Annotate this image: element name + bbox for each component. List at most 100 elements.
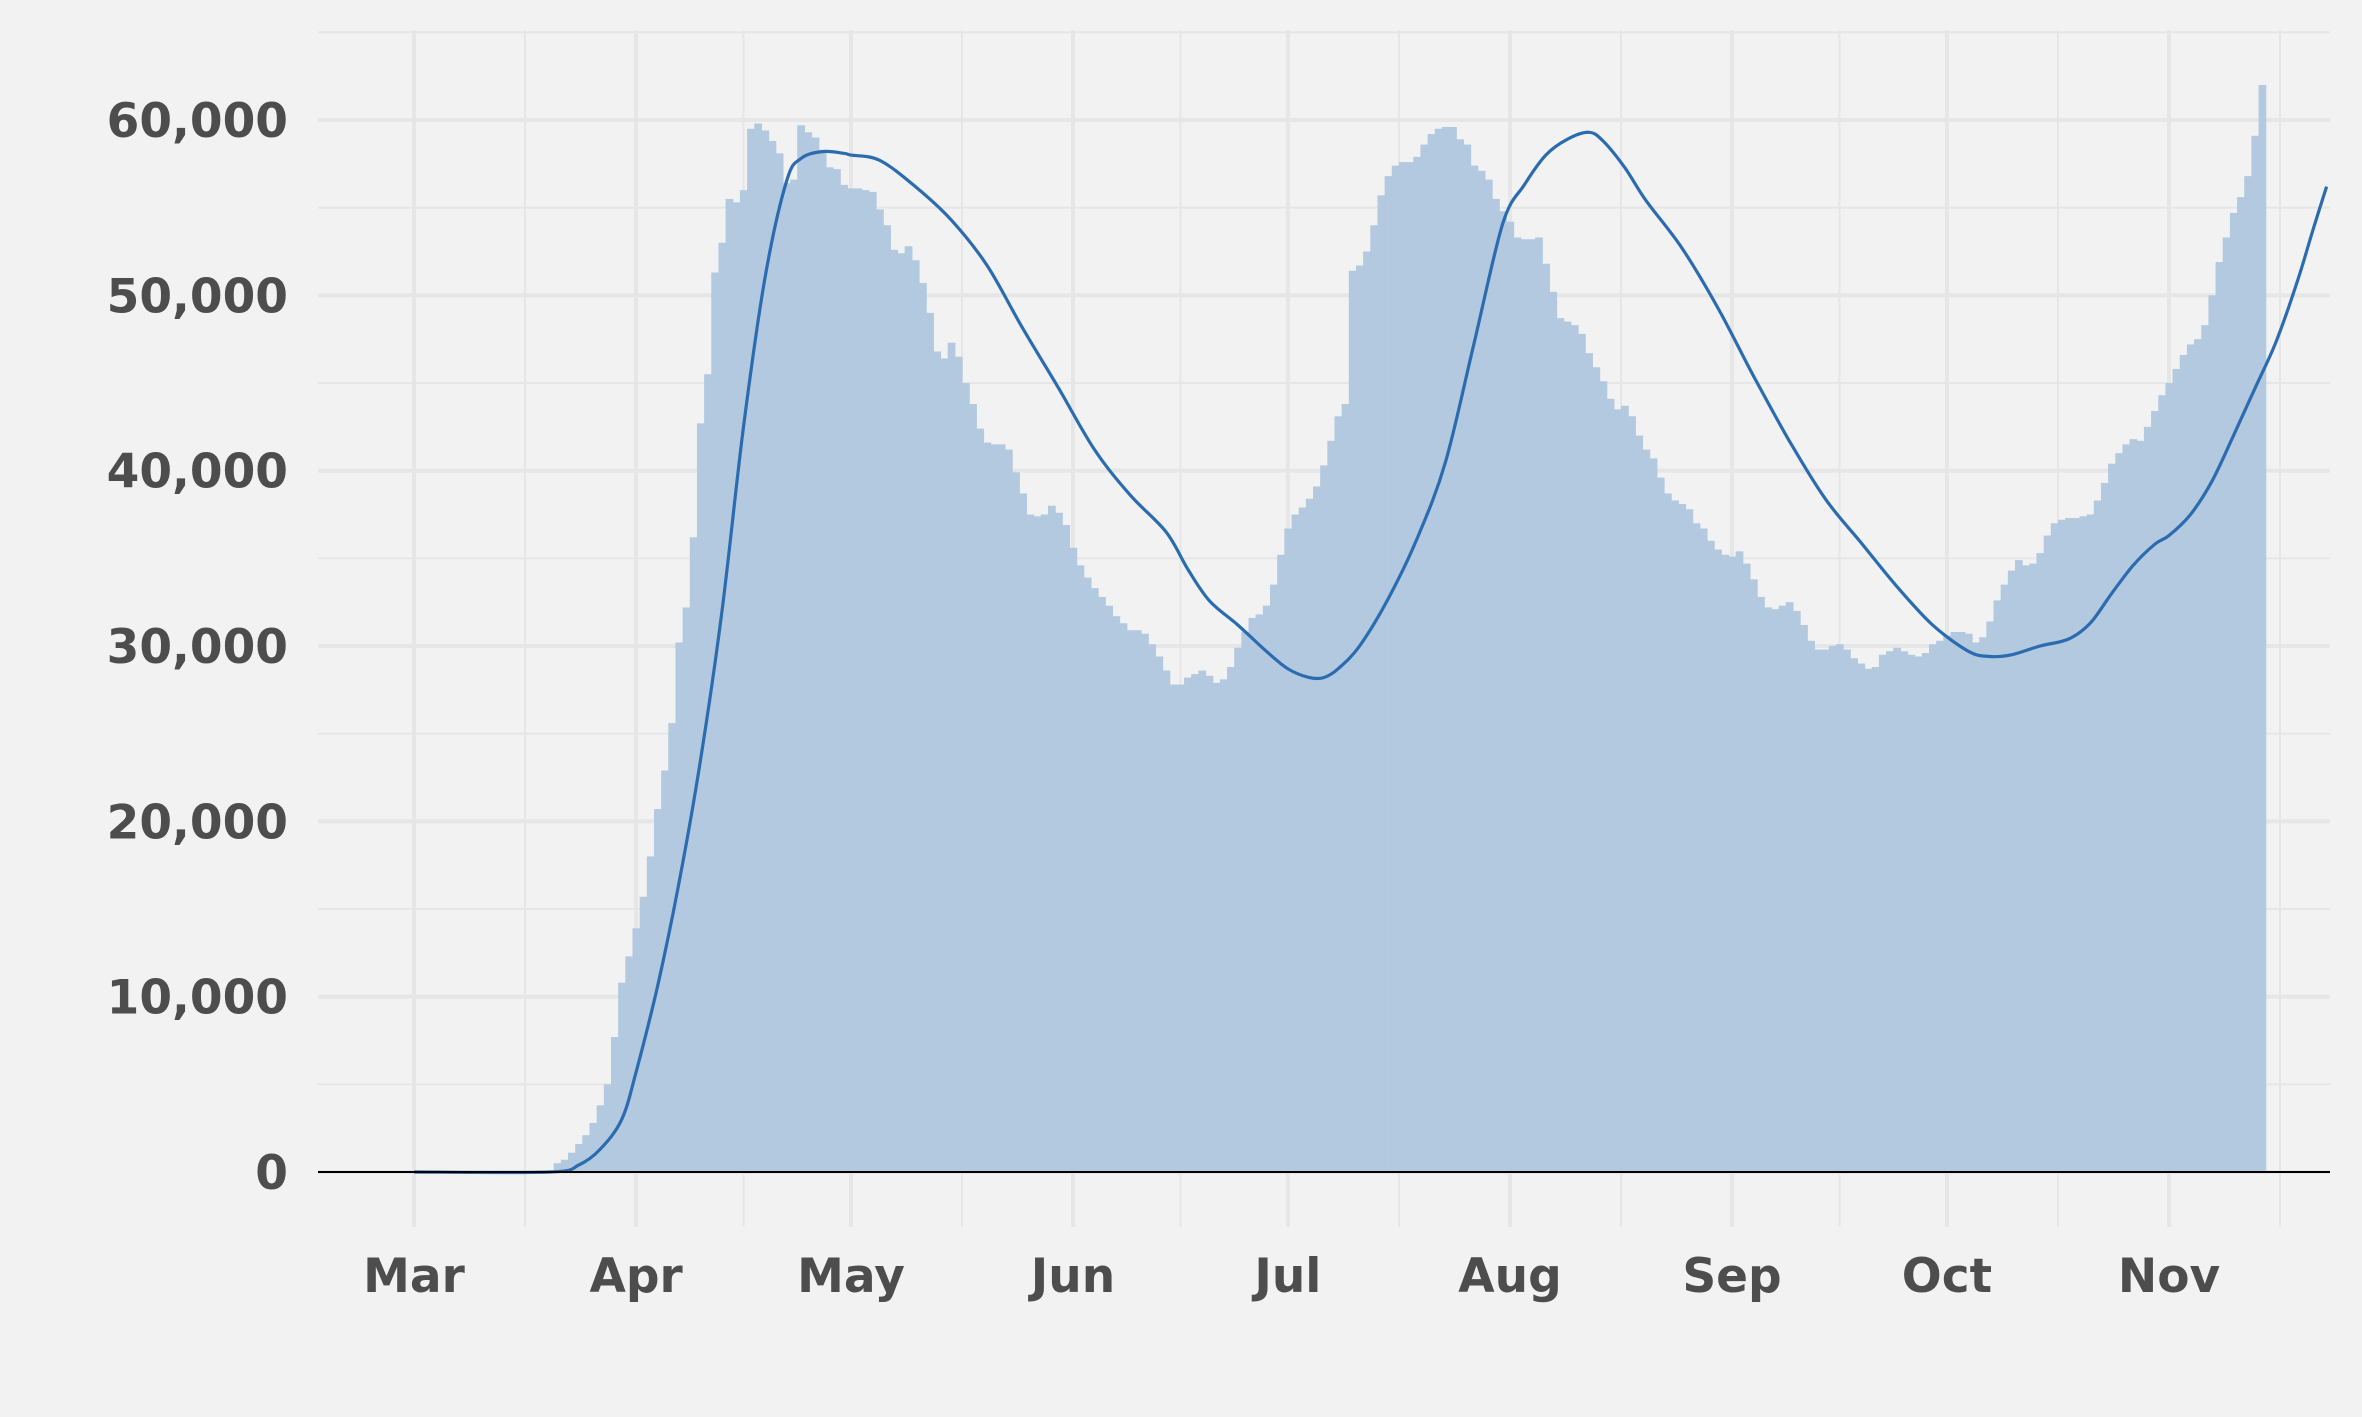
bar xyxy=(833,169,841,1173)
bar xyxy=(1993,600,2002,1172)
bar xyxy=(840,184,848,1172)
bar xyxy=(1964,633,1973,1172)
bar xyxy=(1105,605,1114,1172)
bar xyxy=(1205,675,1214,1172)
bar xyxy=(911,260,920,1172)
bar xyxy=(1979,637,1987,1172)
bar xyxy=(1463,144,1472,1172)
bar xyxy=(704,374,712,1173)
bar xyxy=(1004,449,1013,1172)
bar xyxy=(2100,482,2109,1172)
bar xyxy=(2158,395,2167,1172)
bar xyxy=(2151,411,2159,1172)
bar xyxy=(2229,212,2238,1172)
bar xyxy=(1169,684,1178,1172)
bar xyxy=(1291,514,1300,1172)
bar xyxy=(1198,670,1207,1172)
bar xyxy=(2122,444,2131,1172)
bar xyxy=(553,1163,562,1172)
bar xyxy=(1477,170,1486,1173)
bar xyxy=(2065,518,2073,1172)
bar xyxy=(1119,623,1128,1172)
y-tick-label: 50,000 xyxy=(107,269,288,324)
bar xyxy=(1764,607,1773,1172)
bar xyxy=(1599,381,1608,1172)
bar xyxy=(610,1036,619,1172)
bar xyxy=(997,444,1006,1172)
bar xyxy=(1721,554,1730,1172)
bar xyxy=(568,1152,576,1172)
bar xyxy=(1492,198,1500,1172)
bar xyxy=(768,141,777,1172)
bar xyxy=(1090,588,1099,1172)
bar xyxy=(1427,134,1436,1172)
x-tick-label: Jun xyxy=(1028,1249,1115,1304)
bar xyxy=(1606,398,1615,1172)
y-tick-label: 0 xyxy=(255,1146,288,1201)
x-tick-label: May xyxy=(797,1249,905,1304)
x-axis-ticks: Mar Apr May Jun Jul Aug Sep Oct Nov xyxy=(363,1249,2220,1304)
bar xyxy=(1162,670,1171,1172)
bar xyxy=(1814,649,1823,1172)
bar xyxy=(2022,565,2030,1172)
bar xyxy=(1628,416,1636,1172)
bar xyxy=(725,198,734,1172)
bar xyxy=(1556,318,1565,1172)
bar xyxy=(1957,631,1966,1172)
bar xyxy=(1986,621,1995,1172)
bar xyxy=(2237,197,2245,1172)
bar xyxy=(818,149,827,1172)
bar xyxy=(790,179,798,1173)
bar xyxy=(954,356,963,1172)
bar xyxy=(2072,518,2081,1172)
bar xyxy=(2029,563,2038,1172)
bar xyxy=(883,225,891,1172)
bar xyxy=(1671,500,1679,1173)
x-tick-label: Apr xyxy=(589,1249,683,1304)
bar xyxy=(1055,512,1063,1172)
bar xyxy=(1663,493,1672,1173)
bar xyxy=(2115,453,2124,1172)
bar xyxy=(1542,263,1550,1172)
bar xyxy=(1327,440,1336,1172)
bar xyxy=(933,351,942,1172)
bar xyxy=(1592,367,1601,1173)
bar xyxy=(2186,344,2195,1172)
bar xyxy=(1133,630,1142,1172)
bar xyxy=(1484,179,1493,1173)
bar xyxy=(1098,596,1106,1172)
bar xyxy=(1678,503,1687,1173)
bar xyxy=(2043,535,2052,1172)
bar xyxy=(1921,653,1930,1172)
bar xyxy=(2179,354,2188,1172)
x-tick-label: Jul xyxy=(1251,1249,1321,1304)
bar xyxy=(2108,463,2116,1172)
x-tick-label: Sep xyxy=(1682,1249,1781,1304)
daily-bars xyxy=(553,84,2267,1173)
bar xyxy=(1370,225,1379,1172)
bar xyxy=(1062,525,1071,1172)
bar xyxy=(2136,440,2145,1172)
bar xyxy=(2036,553,2045,1172)
bar xyxy=(2251,135,2260,1172)
bar xyxy=(2194,339,2202,1172)
bar xyxy=(1563,321,1572,1172)
bar xyxy=(739,190,748,1172)
bar xyxy=(1262,605,1271,1172)
bar xyxy=(1227,667,1235,1172)
bar xyxy=(1972,642,1980,1172)
x-tick-label: Aug xyxy=(1458,1249,1561,1304)
bar xyxy=(797,125,805,1172)
bar xyxy=(1706,540,1715,1172)
bar xyxy=(2129,439,2138,1172)
bar xyxy=(1019,493,1028,1173)
bar xyxy=(2093,500,2102,1173)
bar xyxy=(1685,509,1694,1172)
bar xyxy=(696,423,705,1173)
bar xyxy=(1728,556,1737,1172)
y-tick-label: 10,000 xyxy=(107,971,288,1026)
bar xyxy=(1893,647,1901,1172)
bar xyxy=(804,132,813,1172)
bar xyxy=(589,1122,598,1172)
bar xyxy=(897,253,906,1172)
